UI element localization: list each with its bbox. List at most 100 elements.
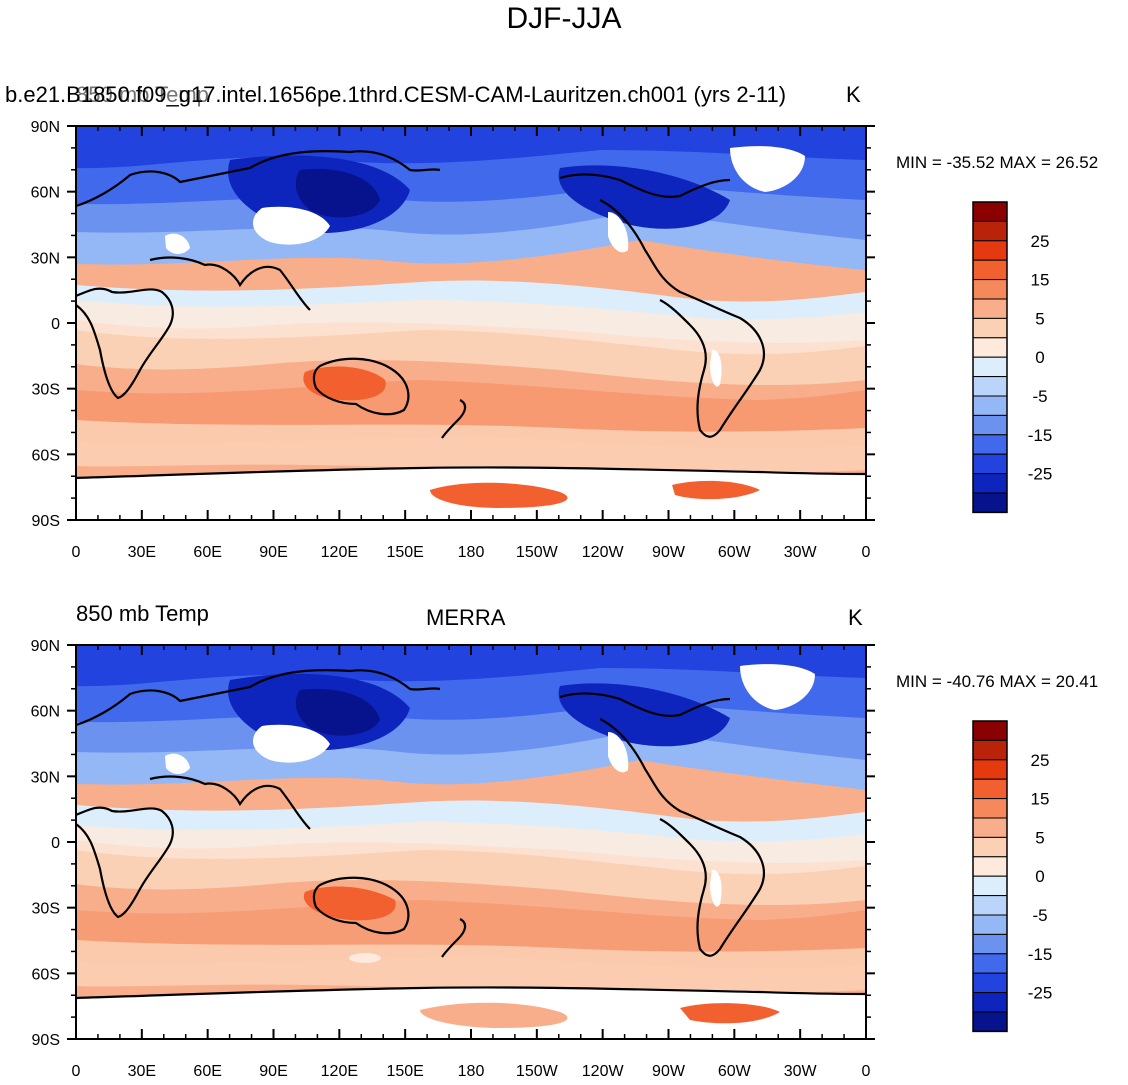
panel1-min-max: MIN = -35.52 MAX = 26.52 [896, 153, 1099, 172]
colorbar-swatch [972, 933, 1008, 955]
panel2-y-tick-label: 60N [31, 704, 60, 721]
panel1-y-tick-label: 60N [31, 185, 60, 202]
colorbar-frame [972, 201, 1008, 514]
colorbar-label: 5 [1035, 309, 1044, 328]
panel1-x-tick-label: 0 [862, 544, 871, 561]
colorbar-swatch [972, 473, 1008, 494]
panel2-x-tick-label: 60W [718, 1063, 752, 1080]
colorbar-swatch [972, 259, 1008, 281]
colorbar-label: -25 [1028, 465, 1053, 484]
colorbar-swatch [972, 453, 1008, 475]
panel2-x-tick-label: 60E [193, 1063, 221, 1080]
panel1-y-tick-label: 30S [32, 382, 60, 399]
panel1-units: K [846, 82, 861, 107]
panel2-x-tick-label: 150E [386, 1063, 423, 1080]
colorbar-label: -15 [1028, 945, 1053, 964]
colorbar-swatch [972, 778, 1008, 800]
panel1-x-tick-label: 90E [259, 544, 287, 561]
panel2-x-tick-label: 30W [784, 1063, 818, 1080]
colorbar-label: -15 [1028, 426, 1053, 445]
colorbar-label: 15 [1031, 271, 1050, 290]
colorbar-label: 5 [1035, 828, 1044, 847]
panel1-y-tick-label: 90N [31, 119, 60, 136]
colorbar-swatch [972, 356, 1008, 378]
colorbar-swatch [972, 298, 1008, 319]
panel1-y-tick-label: 30N [31, 250, 60, 267]
colorbar-label: 25 [1031, 232, 1050, 251]
colorbar-swatch [972, 856, 1008, 877]
colorbar-swatch [972, 895, 1008, 916]
colorbar-label: -5 [1032, 906, 1047, 925]
colorbar-swatch [972, 720, 1008, 741]
colorbar-swatch [972, 279, 1008, 300]
colorbar-swatch [972, 220, 1008, 242]
colorbar-swatch [972, 414, 1008, 436]
panel2-y-tick-label: 30S [32, 901, 60, 918]
panel2-x-tick-label: 0 [72, 1063, 81, 1080]
colorbar-swatch [972, 434, 1008, 455]
panel2-units: K [848, 605, 863, 630]
panel2-center-string: MERRA [426, 605, 506, 630]
colorbar-label: -25 [1028, 984, 1053, 1003]
panel2-y-tick-label: 90N [31, 638, 60, 655]
colorbar-swatch [972, 759, 1008, 780]
panel1-x-tick-label: 30E [128, 544, 156, 561]
colorbar-swatch [972, 201, 1008, 222]
colorbar-swatch [972, 376, 1008, 397]
colorbar-swatch [972, 395, 1008, 416]
panel2-y-tick-label: 0 [51, 835, 60, 852]
panel1-x-tick-label: 150W [516, 544, 559, 561]
colorbar-label: 15 [1031, 790, 1050, 809]
colorbar-swatch [972, 317, 1008, 339]
panel2-x-tick-label: 30E [128, 1063, 156, 1080]
colorbar-swatch [972, 914, 1008, 935]
figure-title: DJF-JJA [506, 2, 622, 35]
colorbar-swatch [972, 875, 1008, 897]
panel1-x-tick-label: 60W [718, 544, 752, 561]
panel2-min-max: MIN = -40.76 MAX = 20.41 [896, 672, 1099, 691]
panel2-x-tick-label: 90W [652, 1063, 686, 1080]
panel1-x-tick-label: 90W [652, 544, 686, 561]
panel2-x-tick-label: 180 [458, 1063, 485, 1080]
colorbar-swatch [972, 817, 1008, 838]
panel1-x-tick-label: 0 [72, 544, 81, 561]
panel2-x-tick-label: 120W [582, 1063, 625, 1080]
panel1-x-tick-label: 150E [386, 544, 423, 561]
panel1-x-tick-label: 180 [458, 544, 485, 561]
colorbar-swatch [972, 492, 1008, 513]
colorbar-swatch [972, 972, 1008, 994]
panel1-y-tick-label: 0 [51, 316, 60, 333]
colorbar-swatch [972, 992, 1008, 1013]
panel2-x-tick-label: 120E [321, 1063, 358, 1080]
colorbar-label: -5 [1032, 387, 1047, 406]
panel1-x-tick-label: 60E [193, 544, 221, 561]
colorbar-frame [972, 720, 1008, 1033]
panel2-y-tick-label: 60S [32, 966, 60, 983]
colorbar-swatch [972, 798, 1008, 819]
colorbar-swatch [972, 953, 1008, 974]
panel2-x-tick-label: 90E [259, 1063, 287, 1080]
panel1-x-tick-label: 30W [784, 544, 818, 561]
colorbar-swatch [972, 739, 1008, 761]
panel1-overlap-string: 850 mb Temp [76, 82, 209, 107]
colorbar-swatch [972, 240, 1008, 261]
colorbar-swatch [972, 337, 1008, 358]
panel1-colorbar: 25 15 5 0 -5 -15 -25 [972, 201, 1053, 514]
panel2-y-tick-label: 90S [32, 1032, 60, 1049]
panel2-x-tick-label: 0 [862, 1063, 871, 1080]
panel2-map [76, 645, 866, 1039]
panel2-x-tick-label: 150W [516, 1063, 559, 1080]
panel1-left-string: b.e21.B1850.f09_g17.intel.1656pe.1thrd.C… [5, 82, 787, 107]
panel2-colorbar: 25 15 5 0 -5 -15 -25 [972, 720, 1053, 1033]
panel1-y-tick-label: 90S [32, 513, 60, 530]
panel1-map [76, 126, 866, 520]
panel2-y-tick-label: 30N [31, 769, 60, 786]
colorbar-label: 0 [1035, 867, 1044, 886]
colorbar-label: 25 [1031, 751, 1050, 770]
colorbar-swatch [972, 1011, 1008, 1032]
colorbar-label: 0 [1035, 348, 1044, 367]
panel1-x-tick-label: 120E [321, 544, 358, 561]
panel1-y-tick-label: 60S [32, 447, 60, 464]
panel1-x-tick-label: 120W [582, 544, 625, 561]
